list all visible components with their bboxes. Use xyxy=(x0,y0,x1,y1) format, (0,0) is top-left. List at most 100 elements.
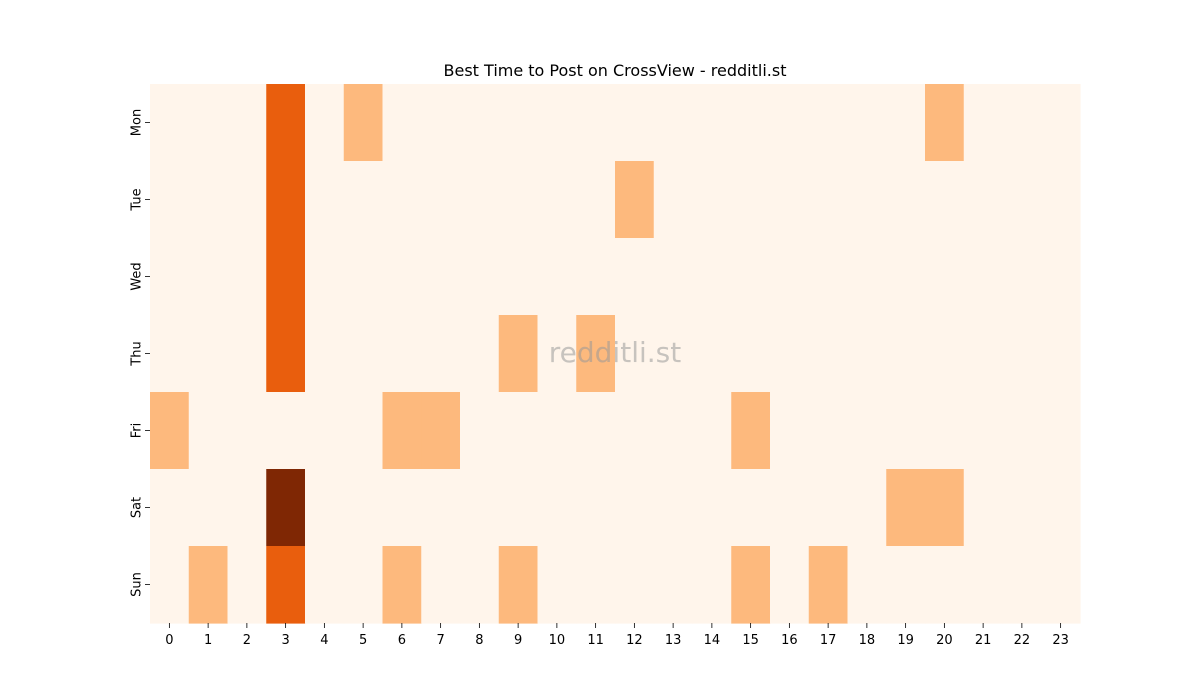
heatmap-cell-mon-8 xyxy=(460,84,500,162)
heatmap-cell-mon-0 xyxy=(150,84,190,162)
heatmap-cell-sun-4 xyxy=(305,546,345,624)
heatmap-cell-sat-11 xyxy=(576,469,616,547)
heatmap-cell-sun-3 xyxy=(266,546,306,624)
y-axis: Mon Tue Wed Thu Fri Sat Sun xyxy=(130,109,150,597)
heatmap-cell-fri-5 xyxy=(343,392,384,470)
heatmap-cell-sun-10 xyxy=(537,546,577,624)
heatmap-cell-sat-9 xyxy=(498,469,539,547)
heatmap-cell-wed-10 xyxy=(537,238,577,316)
heatmap-cell-fri-9 xyxy=(498,392,539,470)
heatmap-cell-sun-18 xyxy=(847,546,887,624)
heatmap-cell-fri-17 xyxy=(808,392,849,470)
x-tick-label-0: 0 xyxy=(165,633,173,648)
heatmap-cell-sun-15 xyxy=(731,546,771,624)
x-tick-label-1: 1 xyxy=(204,633,212,648)
heatmap-cell-thu-16 xyxy=(770,315,810,393)
heatmap-cell-fri-6 xyxy=(382,392,422,470)
heatmap-cell-sun-0 xyxy=(150,546,190,624)
x-tick-label-12: 12 xyxy=(626,633,643,648)
heatmap-cell-sat-22 xyxy=(1002,469,1042,547)
heatmap-cell-fri-2 xyxy=(227,392,267,470)
heatmap-cell-tue-11 xyxy=(576,161,616,239)
heatmap-cell-tue-15 xyxy=(731,161,771,239)
heatmap-cell-tue-4 xyxy=(305,161,345,239)
heatmap-cell-tue-8 xyxy=(460,161,500,239)
heatmap-cell-sat-4 xyxy=(305,469,345,547)
heatmap-cell-sun-5 xyxy=(343,546,384,624)
y-tick-label-wed: Wed xyxy=(130,262,145,290)
heatmap-cell-sun-7 xyxy=(421,546,461,624)
heatmap-cell-wed-21 xyxy=(963,238,1004,316)
heatmap-cell-thu-23 xyxy=(1041,315,1081,393)
heatmap-cell-fri-3 xyxy=(266,392,306,470)
heatmap-cell-wed-5 xyxy=(343,238,384,316)
x-tick-label-17: 17 xyxy=(820,633,837,648)
heatmap-cell-thu-12 xyxy=(615,315,655,393)
heatmap-cell-thu-14 xyxy=(692,315,732,393)
heatmap-cell-mon-13 xyxy=(653,84,694,162)
heatmap-cell-thu-3 xyxy=(266,315,306,393)
heatmap-cell-sun-6 xyxy=(382,546,422,624)
chart-title: Best Time to Post on CrossView - redditl… xyxy=(444,61,787,80)
heatmap-cell-tue-20 xyxy=(925,161,965,239)
x-tick-label-19: 19 xyxy=(897,633,914,648)
heatmap-cell-mon-17 xyxy=(808,84,849,162)
heatmap-cell-thu-11 xyxy=(576,315,616,393)
x-tick-label-20: 20 xyxy=(936,633,953,648)
x-tick-label-6: 6 xyxy=(398,633,406,648)
heatmap-cell-mon-22 xyxy=(1002,84,1042,162)
y-tick-label-mon: Mon xyxy=(130,109,145,136)
x-tick-label-13: 13 xyxy=(665,633,682,648)
heatmap-cell-thu-8 xyxy=(460,315,500,393)
heatmap-cell-wed-6 xyxy=(382,238,422,316)
heatmap-cell-thu-18 xyxy=(847,315,887,393)
heatmap-cell-wed-14 xyxy=(692,238,732,316)
heatmap-cell-fri-4 xyxy=(305,392,345,470)
heatmap-cell-fri-12 xyxy=(615,392,655,470)
heatmap-cell-sun-13 xyxy=(653,546,694,624)
heatmap-cell-sat-10 xyxy=(537,469,577,547)
heatmap-cell-tue-23 xyxy=(1041,161,1081,239)
heatmap-cell-tue-17 xyxy=(808,161,849,239)
heatmap-cell-sat-19 xyxy=(886,469,926,547)
heatmap-cell-wed-18 xyxy=(847,238,887,316)
heatmap-cell-sat-3 xyxy=(266,469,306,547)
x-tick-label-15: 15 xyxy=(742,633,759,648)
heatmap-cell-mon-2 xyxy=(227,84,267,162)
watermark-text: redditli.st xyxy=(549,336,681,369)
heatmap-cell-tue-7 xyxy=(421,161,461,239)
heatmap-cell-tue-5 xyxy=(343,161,384,239)
heatmap-cell-mon-16 xyxy=(770,84,810,162)
heatmap-cell-sat-20 xyxy=(925,469,965,547)
heatmap-cell-mon-10 xyxy=(537,84,577,162)
heatmap-cell-fri-10 xyxy=(537,392,577,470)
y-tick-label-tue: Tue xyxy=(130,188,145,211)
x-tick-label-23: 23 xyxy=(1052,633,1069,648)
heatmap-cell-sun-23 xyxy=(1041,546,1081,624)
heatmap-cell-thu-21 xyxy=(963,315,1004,393)
heatmap-cell-mon-12 xyxy=(615,84,655,162)
heatmap-cell-wed-20 xyxy=(925,238,965,316)
heatmap-cell-sat-0 xyxy=(150,469,190,547)
heatmap-cell-sun-14 xyxy=(692,546,732,624)
heatmap-cell-wed-22 xyxy=(1002,238,1042,316)
heatmap-cell-fri-15 xyxy=(731,392,771,470)
heatmap-cell-wed-16 xyxy=(770,238,810,316)
heatmap-cell-fri-21 xyxy=(963,392,1004,470)
heatmap-cell-thu-19 xyxy=(886,315,926,393)
heatmap-cell-fri-20 xyxy=(925,392,965,470)
heatmap-cell-fri-13 xyxy=(653,392,694,470)
heatmap-cell-wed-23 xyxy=(1041,238,1081,316)
heatmap-cell-tue-0 xyxy=(150,161,190,239)
x-tick-label-16: 16 xyxy=(781,633,798,648)
heatmap-cell-fri-19 xyxy=(886,392,926,470)
heatmap-cell-mon-4 xyxy=(305,84,345,162)
heatmap-cell-mon-3 xyxy=(266,84,306,162)
heatmap-cell-mon-5 xyxy=(343,84,384,162)
x-tick-label-8: 8 xyxy=(475,633,483,648)
heatmap-cell-mon-9 xyxy=(498,84,539,162)
heatmap-cell-wed-17 xyxy=(808,238,849,316)
heatmap-cell-sat-6 xyxy=(382,469,422,547)
heatmap-cell-fri-0 xyxy=(150,392,190,470)
x-tick-label-3: 3 xyxy=(281,633,289,648)
